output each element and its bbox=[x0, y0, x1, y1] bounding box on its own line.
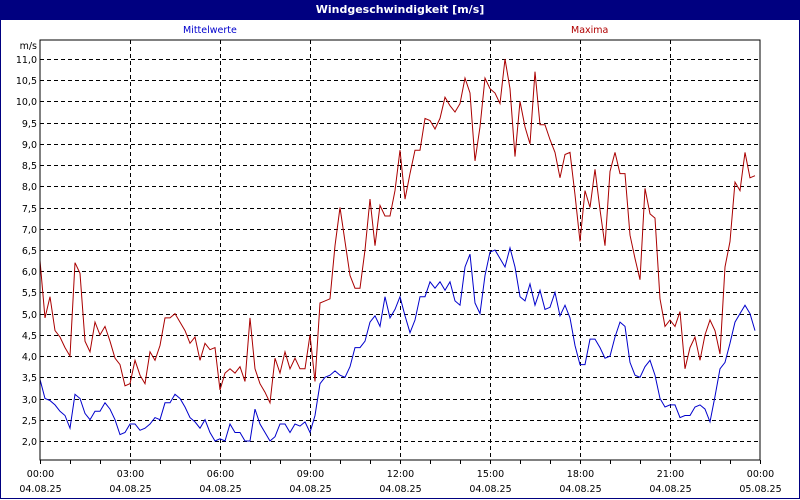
series-maxima-line bbox=[39, 58, 756, 405]
legend-max: Maxima bbox=[571, 25, 609, 36]
x-tick-time: 12:00 bbox=[387, 469, 414, 480]
x-tick-date: 04.08.25 bbox=[649, 484, 691, 495]
x-tick-date: 04.08.25 bbox=[199, 484, 241, 495]
grid-lines bbox=[40, 40, 761, 464]
y-tick-label: 6,5 bbox=[22, 246, 37, 257]
x-tick-date: 04.08.25 bbox=[289, 484, 331, 495]
y-tick-label: 2,0 bbox=[22, 437, 37, 448]
x-tick-date: 05.08.25 bbox=[739, 484, 781, 495]
x-tick-time: 21:00 bbox=[657, 469, 684, 480]
chart-title: Windgeschwindigkeit [m/s] bbox=[0, 0, 800, 20]
y-tick-label: 4,5 bbox=[22, 331, 37, 342]
y-tick-label: 8,0 bbox=[22, 182, 37, 193]
x-tick-date: 04.08.25 bbox=[469, 484, 511, 495]
y-tick-label: 9,0 bbox=[22, 140, 37, 151]
y-tick-label: 9,5 bbox=[22, 119, 37, 130]
series-mittelwerte-line bbox=[39, 245, 756, 442]
y-tick-label: 3,5 bbox=[22, 373, 37, 384]
y-tick-label: 10,5 bbox=[16, 76, 37, 87]
y-tick-label: 6,0 bbox=[22, 267, 37, 278]
y-tick-label: 7,5 bbox=[22, 204, 37, 215]
legend-mean: Mittelwerte bbox=[183, 25, 237, 36]
plot-border bbox=[39, 39, 761, 461]
y-tick-label: 11,0 bbox=[16, 55, 37, 66]
y-axis-ticks: 11,0 10,5 10,0 9,5 9,0 8,5 8,0 7,5 7,0 6,5 6,0 5,5 5… bbox=[16, 55, 37, 448]
axes: m/s bbox=[20, 41, 37, 52]
x-tick-time: 00:00 bbox=[747, 469, 774, 480]
y-tick-label: 8,5 bbox=[22, 161, 37, 172]
y-tick-label: 4,0 bbox=[22, 352, 37, 363]
y-tick-label: 7,0 bbox=[22, 225, 37, 236]
y-tick-label: 10,0 bbox=[16, 97, 37, 108]
y-axis-unit: m/s bbox=[20, 41, 37, 52]
x-tick-time: 00:00 bbox=[27, 469, 54, 480]
x-axis-ticks: 00:00 04.08.25 03:00 04.08.25 06:00 04.08.25 0… bbox=[19, 469, 781, 495]
x-tick-date: 04.08.25 bbox=[19, 484, 61, 495]
y-tick-label: 5,0 bbox=[22, 310, 37, 321]
y-tick-label: 2,5 bbox=[22, 416, 37, 427]
x-tick-time: 09:00 bbox=[297, 469, 324, 480]
x-tick-time: 03:00 bbox=[117, 469, 144, 480]
x-tick-date: 04.08.25 bbox=[379, 484, 421, 495]
x-tick-date: 04.08.25 bbox=[559, 484, 601, 495]
x-tick-time: 06:00 bbox=[207, 469, 234, 480]
x-tick-time: 15:00 bbox=[477, 469, 504, 480]
x-tick-date: 04.08.25 bbox=[109, 484, 151, 495]
x-tick-time: 18:00 bbox=[567, 469, 594, 480]
y-tick-label: 3,0 bbox=[22, 395, 37, 406]
y-tick-label: 5,5 bbox=[22, 288, 37, 299]
